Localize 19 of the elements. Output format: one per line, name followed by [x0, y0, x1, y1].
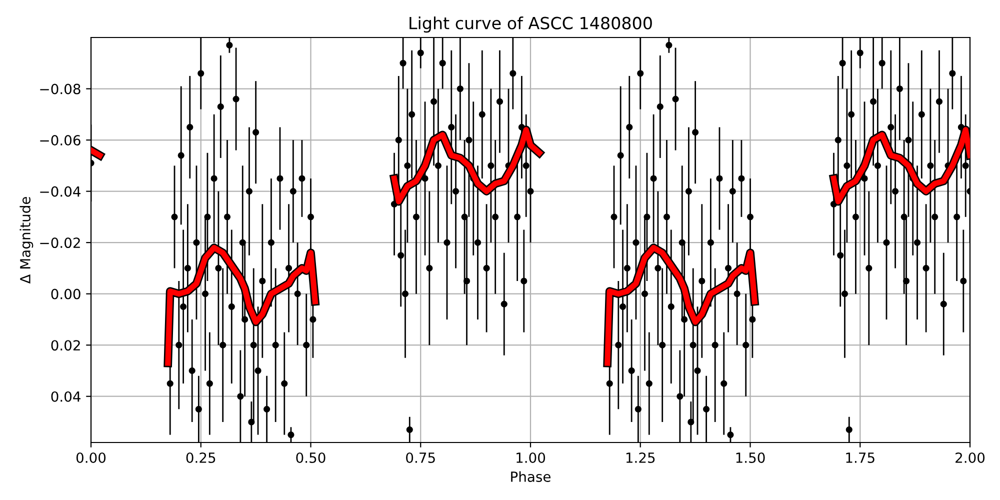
x-tick-label: 1.50	[736, 452, 765, 463]
x-tick-label: 1.00	[516, 452, 546, 463]
x-tick-label: 1.75	[846, 452, 874, 463]
y-tick-label: −0.02	[40, 238, 80, 248]
chart-title: Light curve of ASCC 1480800	[410, 16, 652, 33]
y-axis-title: Δ Magnitude	[20, 196, 34, 284]
x-tick-label: 0.00	[76, 452, 106, 463]
y-tick-label: 0.04	[51, 391, 80, 402]
y-tick-label: 0.00	[51, 288, 80, 300]
y-tick-label: −0.08	[40, 84, 80, 94]
y-tick-label: 0.02	[51, 340, 80, 351]
x-tick-label: 0.75	[406, 452, 435, 463]
x-axis-title: Phase	[511, 471, 550, 482]
y-tick-label: −0.06	[40, 135, 80, 146]
x-tick-label: 0.50	[296, 452, 326, 463]
x-tick-label: 0.25	[186, 452, 216, 463]
y-tick-label: −0.04	[40, 186, 80, 197]
x-tick-label: 1.25	[626, 452, 655, 463]
x-tick-label: 2.00	[956, 452, 985, 463]
